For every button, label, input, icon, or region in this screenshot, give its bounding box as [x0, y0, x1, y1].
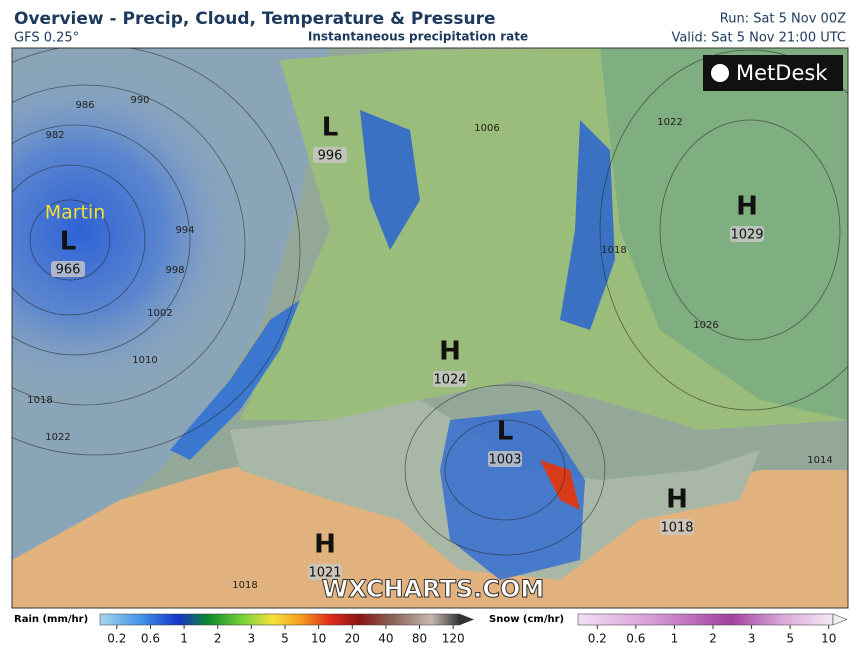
pressure-box	[730, 226, 764, 242]
legend-tick-label: 3	[248, 632, 256, 646]
logo-text: MetDesk	[736, 61, 828, 85]
isobar-label: 1018	[601, 245, 626, 256]
pressure-value: 1021	[308, 566, 341, 581]
isobar-label: 1022	[657, 117, 682, 128]
pressure-value: 966	[56, 263, 81, 278]
isobar-label: 1018	[27, 395, 52, 406]
isobar-label: 1018	[232, 580, 257, 591]
rain-scale	[99, 613, 461, 626]
isobar-label: 1002	[147, 308, 172, 319]
subtitle: Instantaneous precipitation rate	[308, 30, 528, 44]
pressure-value: 1024	[433, 373, 466, 388]
logo-icon	[711, 64, 729, 82]
legend-tick-label: 1	[180, 632, 188, 646]
pressure-box	[51, 261, 85, 277]
legend-ticks: 0.2 0.6 1 2 3 5 10 20 40 80 120 0.2 0.6 1 2 3 5 10	[107, 625, 836, 646]
valid-time: Valid: Sat 5 Nov 21:00 UTC	[671, 31, 846, 46]
isobar-label: 990	[130, 95, 149, 106]
isobar-label: 998	[165, 265, 184, 276]
isobar-label: 986	[75, 100, 94, 111]
pressure-system: H	[736, 192, 758, 222]
legend-tick-label: 1	[671, 632, 679, 646]
pressure-value: 1003	[488, 453, 521, 468]
pressure-system: H	[439, 337, 461, 367]
isobar-label: 1014	[807, 455, 832, 466]
model: GFS 0.25°	[14, 31, 79, 46]
pressure-value: 996	[318, 149, 343, 164]
rain-arrow	[460, 614, 474, 625]
isobar-label: 994	[175, 225, 194, 236]
pressure-box	[313, 147, 347, 163]
pressure-system: H	[314, 530, 336, 560]
pressure-box	[433, 371, 467, 387]
legend-tick-label: 10	[311, 632, 326, 646]
pressure-value: 1018	[660, 521, 693, 536]
legend-tick-label: 0.6	[141, 632, 160, 646]
legend-tick-label: 2	[709, 632, 717, 646]
legend-tick-label: 0.2	[107, 632, 126, 646]
title: Overview - Precip, Cloud, Temperature & …	[14, 9, 496, 29]
run-time: Run: Sat 5 Nov 00Z	[720, 12, 846, 27]
pressure-box	[660, 519, 694, 535]
legend-tick-label: 40	[378, 632, 393, 646]
legend-tick-label: 3	[748, 632, 756, 646]
isobar-label: 1026	[693, 320, 718, 331]
snow-legend-title: Snow (cm/hr)	[489, 614, 564, 625]
pressure-box	[308, 564, 342, 580]
map-frame	[11, 47, 849, 609]
map	[12, 48, 848, 608]
storm-name: Martin	[45, 202, 106, 224]
rain-legend-title: Rain (mm/hr)	[14, 614, 88, 625]
isobar-label: 982	[45, 130, 64, 141]
legend-tick-label: 0.2	[588, 632, 607, 646]
legend-tick-label: 10	[821, 632, 836, 646]
legend-tick-label: 20	[345, 632, 360, 646]
isobar-label: 1022	[45, 432, 70, 443]
pressure-system: L	[497, 417, 514, 447]
pressure-value: 1029	[730, 228, 763, 243]
map-labels: L 996 L 966 H 1029 H 1024 L 1003 H 1018 H 1021 Martin 9…	[27, 95, 832, 591]
snow-scale	[577, 613, 834, 626]
legend-tick-label: 0.6	[626, 632, 645, 646]
legend-tick-label: 5	[786, 632, 794, 646]
legend-tick-label: 5	[281, 632, 289, 646]
legend-tick-label: 2	[214, 632, 222, 646]
legend-tick-label: 120	[442, 632, 465, 646]
isobar-label: 1006	[474, 123, 499, 134]
snow-arrow	[832, 613, 848, 626]
watermark: WXCHARTS.COM	[322, 575, 544, 603]
pressure-system: H	[666, 485, 688, 515]
pressure-box	[488, 451, 522, 467]
isobar-label: 1010	[132, 355, 157, 366]
legend-tick-label: 80	[412, 632, 427, 646]
pressure-system: L	[60, 227, 77, 257]
pressure-system: L	[322, 113, 339, 143]
